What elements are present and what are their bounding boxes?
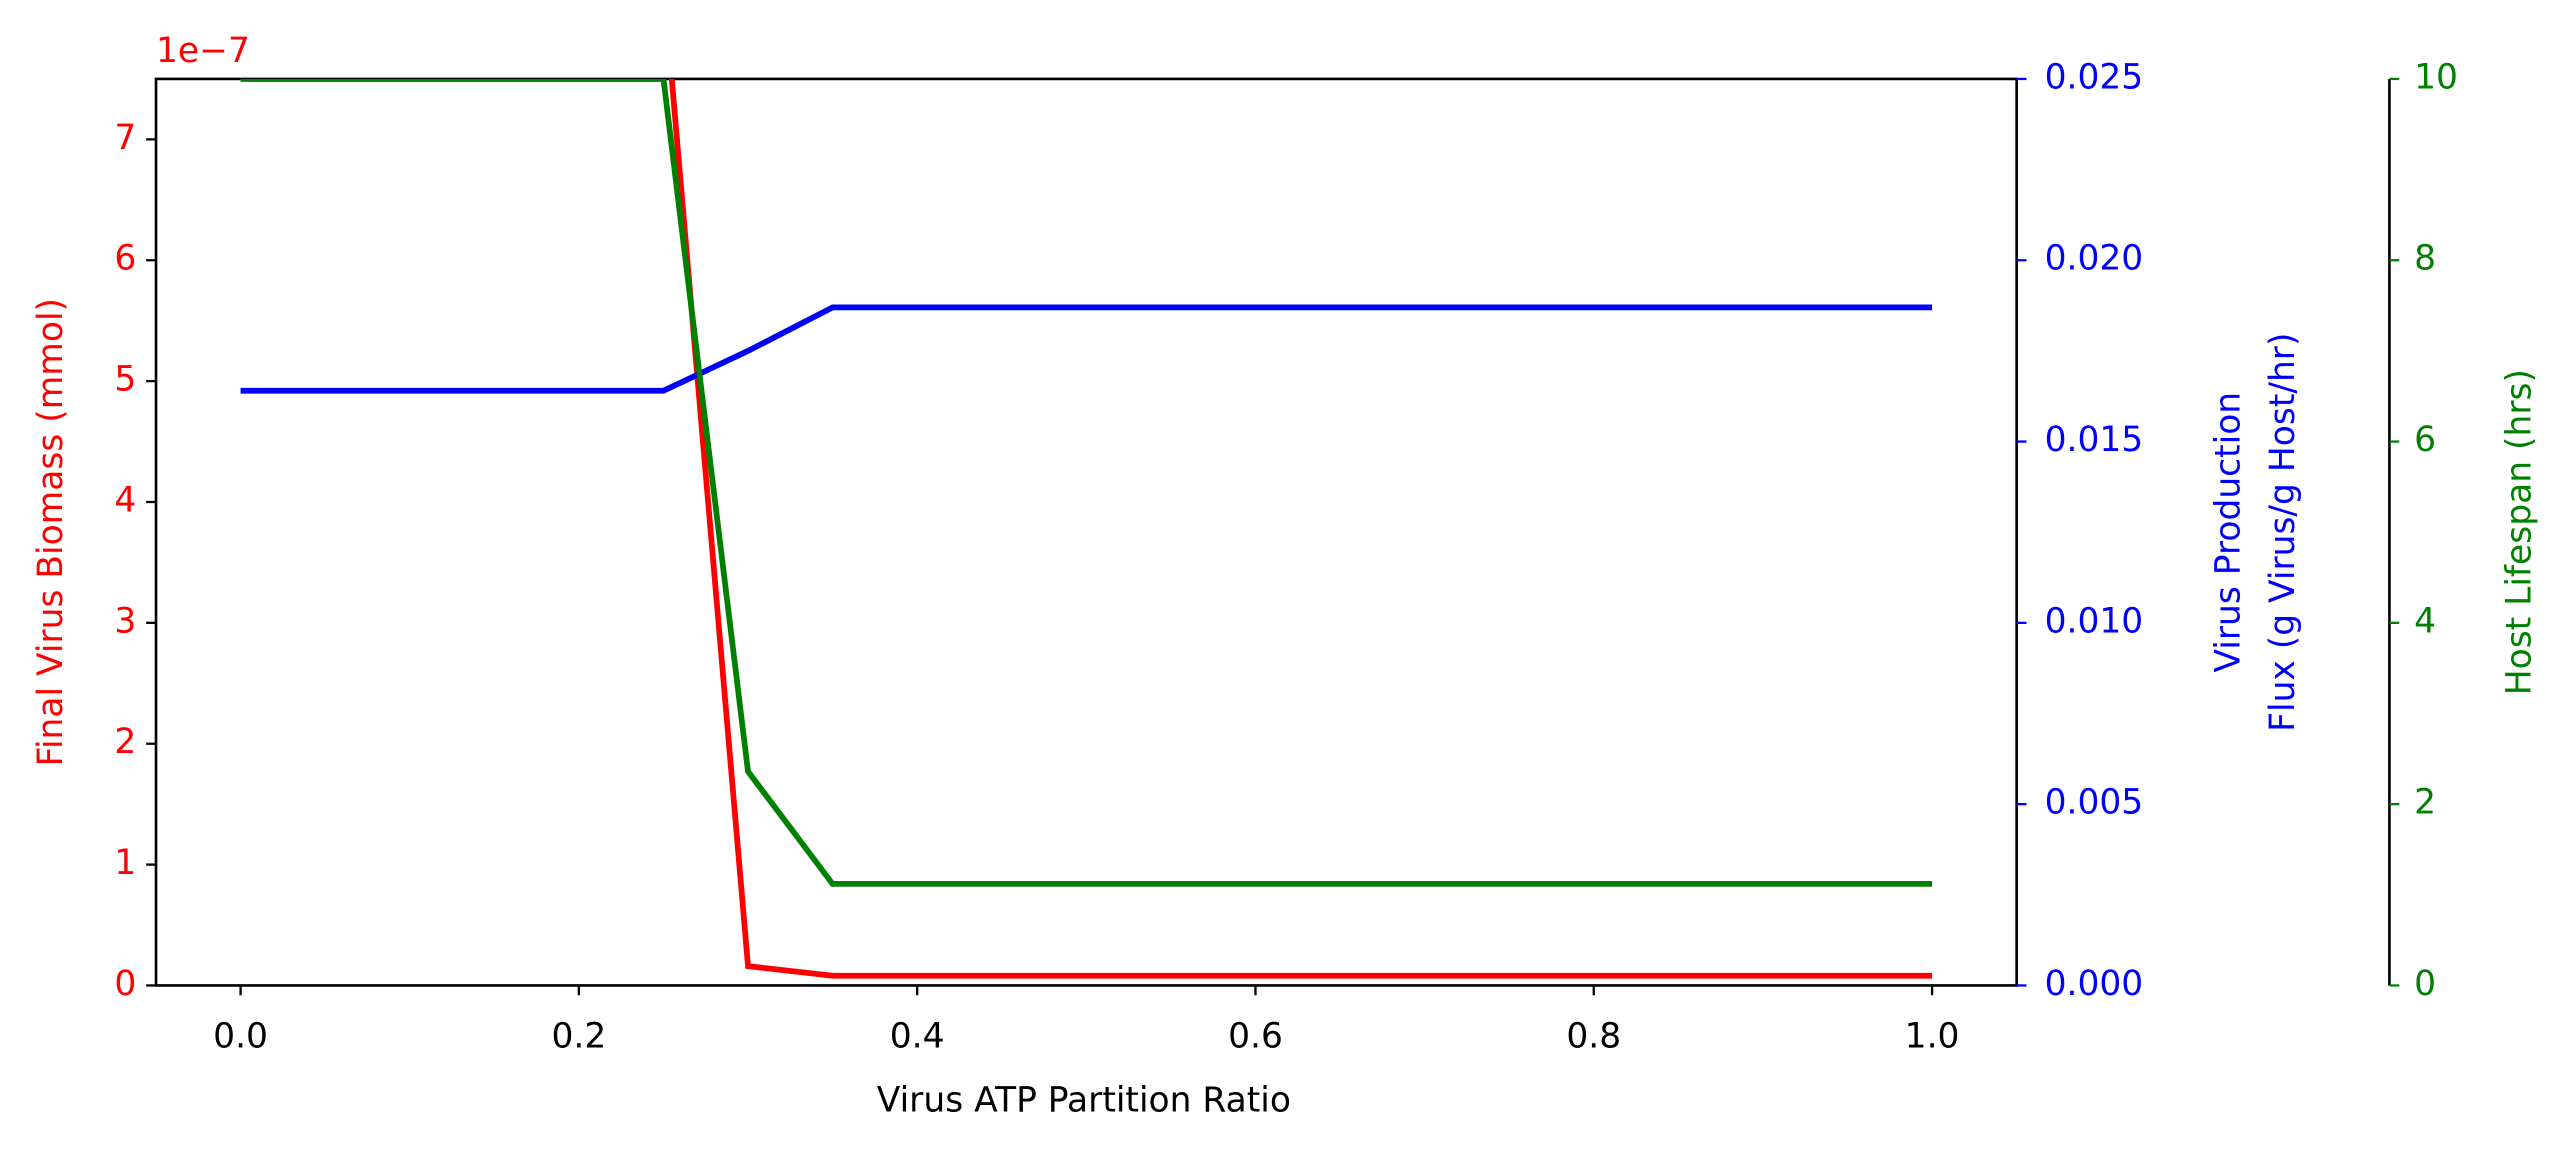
x-tick-label: 0.8: [1566, 1017, 1621, 1057]
x-tick-label: 1.0: [1905, 1017, 1960, 1057]
y-tick-label: 6: [114, 239, 136, 279]
y3-tick-label: 4: [2414, 601, 2436, 641]
y2-tick-label: 0.015: [2045, 420, 2144, 460]
y-offset-label: 1e−7: [156, 31, 250, 71]
y2-axis-label: Virus Production: [2209, 392, 2249, 673]
plot-frame: [154, 77, 2018, 987]
y3-tick-label: 10: [2414, 57, 2458, 97]
x-tick-label: 0.2: [551, 1017, 606, 1057]
x-tick-label: 0.4: [890, 1017, 945, 1057]
y2-tick-label: 0.020: [2045, 239, 2144, 279]
y-tick-label: 0: [114, 964, 136, 1004]
y-tick-label: 7: [114, 118, 136, 158]
y-tick-label: 2: [114, 722, 136, 762]
x-tick-label: 0.0: [213, 1017, 268, 1057]
x-axis-label: Virus ATP Partition Ratio: [877, 1081, 1291, 1121]
y-tick-label: 5: [114, 360, 136, 400]
series-line: [240, 78, 1933, 887]
y-tick-label: 3: [114, 601, 136, 641]
y-tick-label: 4: [114, 480, 136, 520]
y3-tick-label: 2: [2414, 783, 2436, 823]
y3-tick-label: 6: [2414, 420, 2436, 460]
y2-tick-label: 0.025: [2045, 57, 2144, 97]
y3-axis-label: Host Lifespan (hrs): [2499, 369, 2539, 695]
y2-tick-label: 0.000: [2045, 964, 2144, 1004]
y2-tick-label: 0.010: [2045, 601, 2144, 641]
y2-axis-label: Flux (g Virus/g Host/hr): [2263, 333, 2303, 732]
y3-tick-label: 0: [2414, 964, 2436, 1004]
x-tick-label: 0.6: [1228, 1017, 1283, 1057]
series-line: [668, 78, 1933, 979]
y-tick-label: 1: [114, 843, 136, 883]
series-line: [240, 304, 1933, 394]
y-axis-label: Final Virus Biomass (mmol): [31, 298, 71, 766]
y2-tick-label: 0.005: [2045, 783, 2144, 823]
y3-tick-label: 8: [2414, 239, 2436, 279]
